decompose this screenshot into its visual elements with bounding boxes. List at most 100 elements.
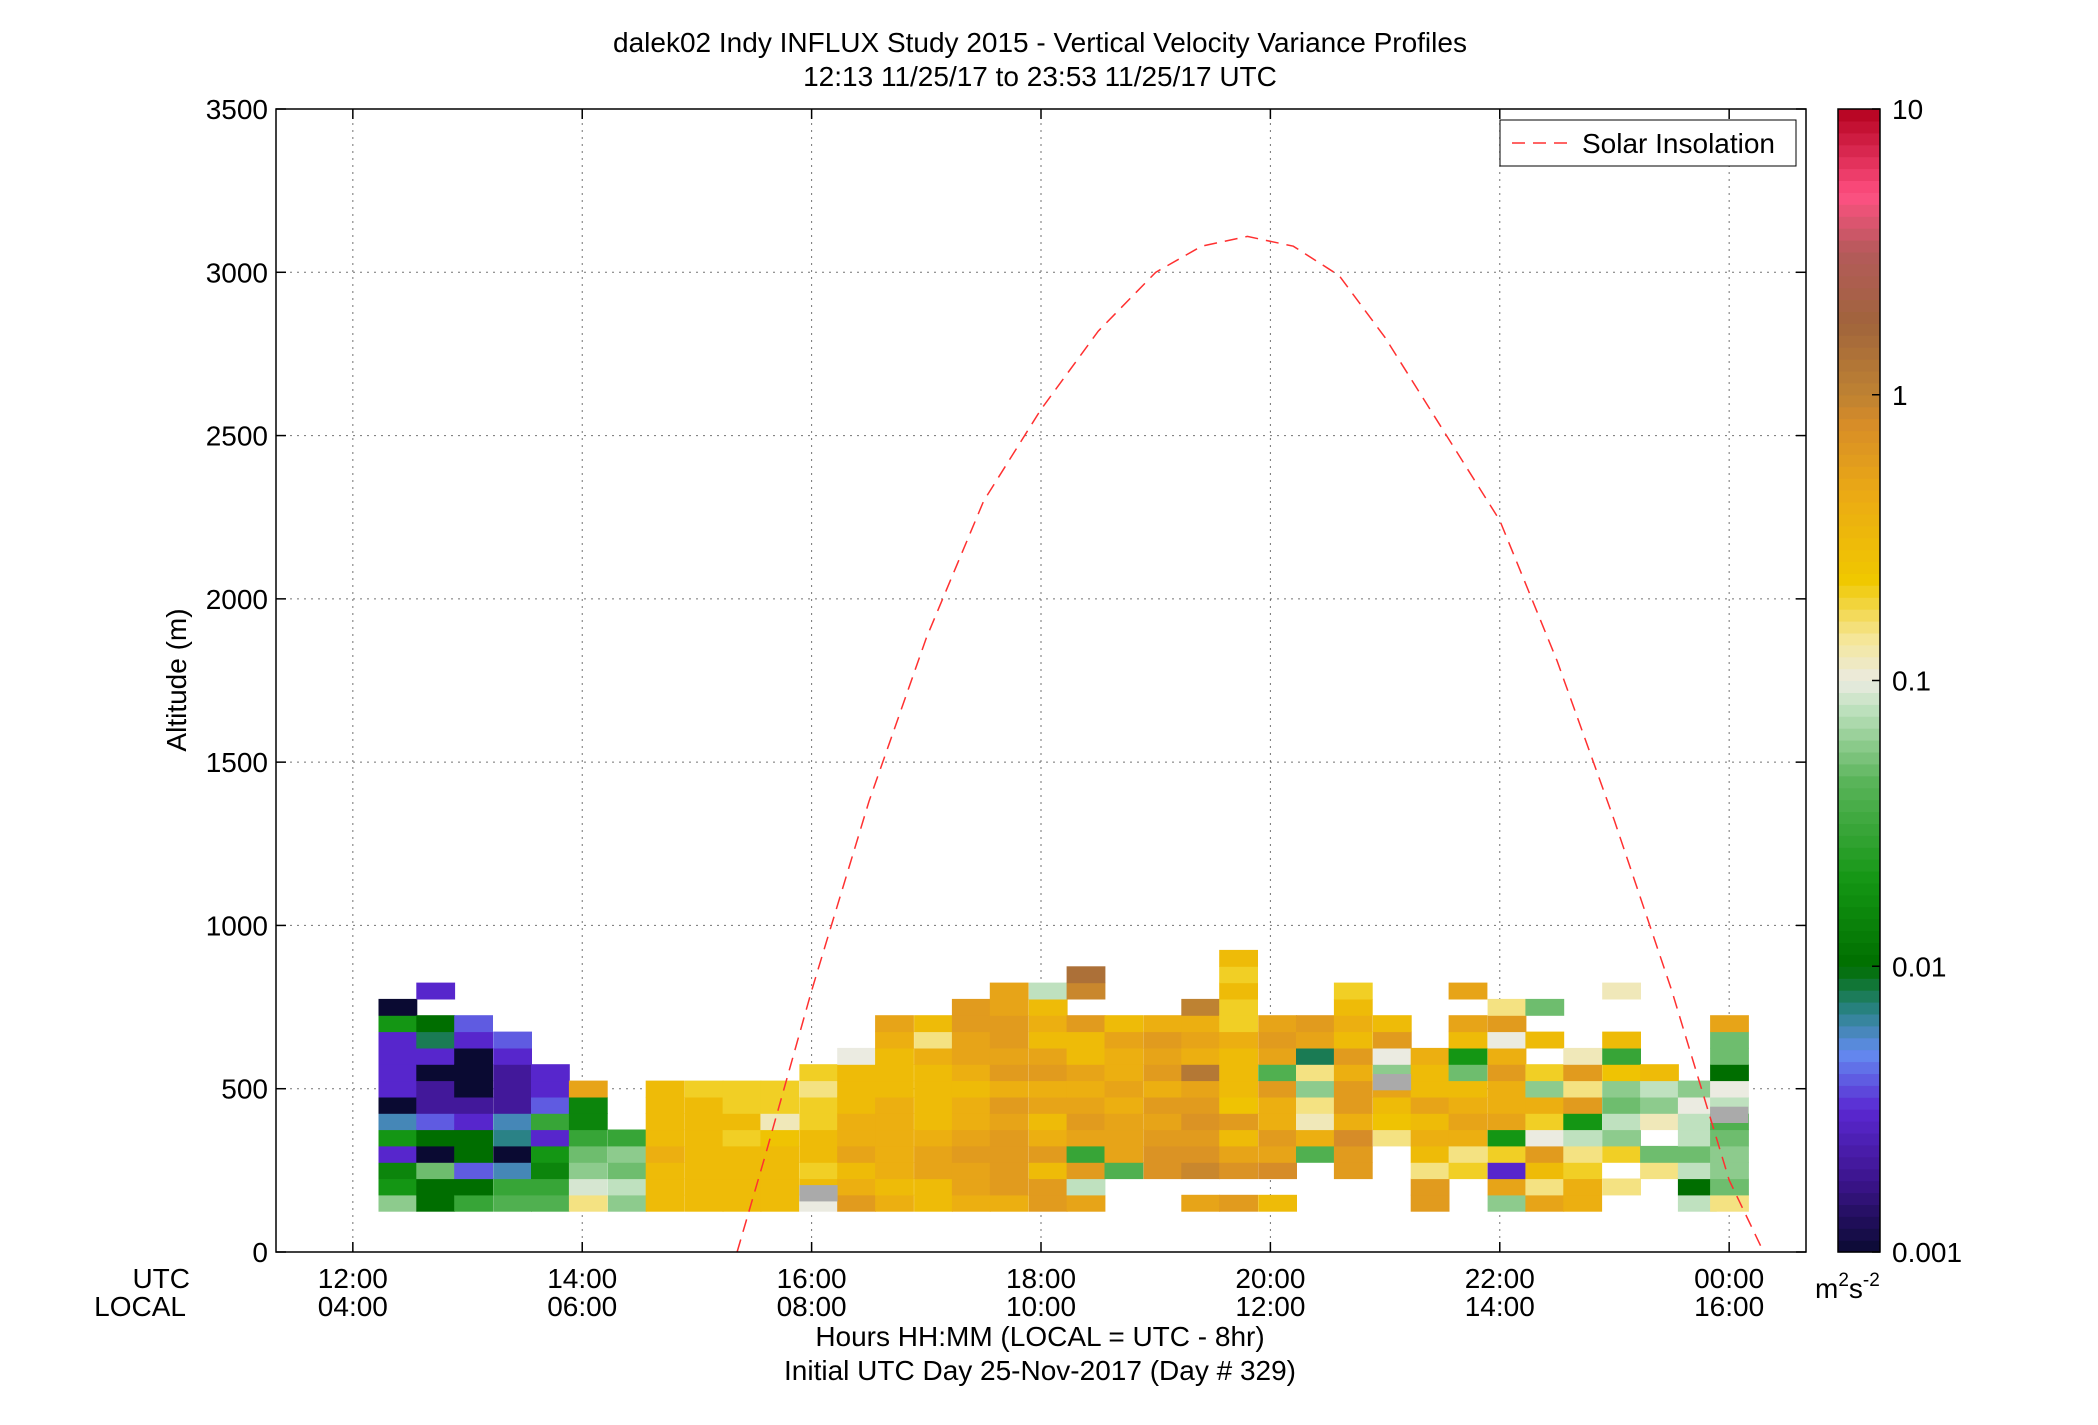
- heatmap-cell: [1066, 1113, 1106, 1131]
- x-axis-label-2: Initial UTC Day 25-Nov-2017 (Day # 329): [784, 1355, 1296, 1386]
- heatmap-cell: [531, 1162, 570, 1180]
- colorbar-segment: [1838, 1121, 1880, 1134]
- heatmap-cell: [799, 1096, 839, 1114]
- colorbar-segment: [1838, 942, 1880, 955]
- heatmap-cell: [493, 1080, 532, 1098]
- heatmap-cell: [1028, 1194, 1068, 1212]
- heatmap-cell: [989, 1113, 1029, 1131]
- heatmap-cell: [378, 1015, 418, 1033]
- heatmap-cell: [1104, 1096, 1144, 1114]
- colorbar-segment: [1838, 180, 1880, 193]
- heatmap-cell: [1677, 1194, 1717, 1212]
- heatmap-cell: [454, 1178, 493, 1196]
- heatmap-cell: [1640, 1162, 1679, 1180]
- heatmap-cell: [1602, 1129, 1641, 1147]
- heatmap-cell: [914, 1129, 953, 1147]
- heatmap-cell: [454, 1096, 493, 1114]
- heatmap-cell: [1448, 1145, 1488, 1163]
- x-tick-label-utc: 18:00: [1006, 1263, 1076, 1294]
- heatmap-cell: [837, 1194, 876, 1212]
- heatmap-cell: [1104, 1015, 1144, 1033]
- heatmap-cell: [531, 1096, 570, 1114]
- colorbar-segment: [1838, 1192, 1880, 1205]
- colorbar-segment: [1838, 692, 1880, 705]
- heatmap-cell: [1104, 1031, 1144, 1049]
- colorbar-segment: [1838, 359, 1880, 372]
- colorbar-segment: [1838, 775, 1880, 789]
- colorbar-segment: [1838, 799, 1880, 813]
- colorbar-segment: [1838, 490, 1880, 503]
- heatmap-cell: [1333, 1162, 1373, 1180]
- heatmap-cell: [1258, 1194, 1297, 1212]
- heatmap-cell: [1710, 1145, 1749, 1163]
- colorbar-segment: [1838, 1073, 1880, 1086]
- colorbar-segment: [1838, 1061, 1880, 1074]
- heatmap-cell: [1525, 1064, 1565, 1082]
- heatmap-cell: [1410, 1096, 1450, 1114]
- heatmap-cell: [722, 1145, 762, 1163]
- heatmap-cell: [1563, 1096, 1603, 1114]
- heatmap-cell: [1219, 982, 1258, 1000]
- heatmap-cell: [1066, 1178, 1106, 1196]
- heatmap-cell: [1143, 1113, 1183, 1131]
- x-tick-label-local: 08:00: [777, 1291, 847, 1322]
- heatmap-cell: [875, 1096, 914, 1114]
- colorbar-segment: [1838, 835, 1880, 848]
- colorbar-segment: [1838, 930, 1880, 943]
- heatmap-cell: [875, 1113, 914, 1131]
- heatmap-cell: [1710, 1080, 1749, 1098]
- heatmap-cell: [1219, 1145, 1258, 1163]
- heatmap-cell: [989, 1031, 1029, 1049]
- heatmap-cell: [1219, 1096, 1258, 1114]
- heatmap-cell: [378, 1096, 418, 1114]
- heatmap-cell: [722, 1194, 762, 1212]
- heatmap-cell: [1143, 1080, 1183, 1098]
- x-tick-label-local: 10:00: [1006, 1291, 1076, 1322]
- colorbar-segment: [1838, 823, 1880, 836]
- colorbar-segment: [1838, 168, 1880, 181]
- colorbar-segment: [1838, 882, 1880, 896]
- heatmap-cell: [1563, 1194, 1603, 1212]
- heatmap-cell: [1258, 1015, 1297, 1033]
- heatmap-cell: [1143, 1015, 1183, 1033]
- heatmap-cell: [914, 1047, 953, 1065]
- heatmap-cell: [1219, 1047, 1258, 1065]
- heatmap-cell-missing: [799, 1185, 838, 1202]
- heatmap-cell-missing: [1710, 1106, 1749, 1123]
- colorbar-segment: [1838, 740, 1880, 753]
- heatmap-cell: [493, 1129, 532, 1147]
- heatmap-cell: [722, 1162, 762, 1180]
- heatmap-cell: [1563, 1080, 1603, 1098]
- heatmap-cell: [1448, 982, 1488, 1000]
- heatmap-cell: [1602, 1178, 1641, 1196]
- heatmap-cell: [378, 1113, 418, 1131]
- heatmap-cell: [1563, 1129, 1603, 1147]
- heatmap-cell: [378, 1080, 418, 1098]
- heatmap-cell: [760, 1129, 800, 1147]
- y-axis-label: Altitude (m): [161, 608, 192, 751]
- x-tick-label-utc: 22:00: [1465, 1263, 1535, 1294]
- heatmap-cell: [951, 1178, 991, 1196]
- colorbar-segment: [1838, 501, 1880, 515]
- heatmap-cell: [1487, 1145, 1527, 1163]
- heatmap-cell: [1066, 1015, 1106, 1033]
- colorbar-units: m2s-2: [1815, 1270, 1880, 1304]
- heatmap-cell: [1640, 1113, 1679, 1131]
- heatmap-cell: [875, 1064, 914, 1082]
- y-tick-label: 2000: [206, 584, 268, 615]
- y-tick-label: 3500: [206, 94, 268, 125]
- heatmap-cell: [454, 1129, 493, 1147]
- colorbar-segment: [1838, 478, 1880, 491]
- colorbar-segment: [1838, 1013, 1880, 1027]
- colorbar-segment: [1838, 906, 1880, 920]
- heatmap-cell: [378, 1031, 418, 1049]
- colorbar-segment: [1838, 704, 1880, 717]
- heatmap-cell: [416, 1064, 456, 1082]
- heatmap-cell: [951, 1162, 991, 1180]
- heatmap-cell: [1602, 1047, 1641, 1065]
- heatmap-cell: [837, 1145, 876, 1163]
- heatmap-cell: [875, 1129, 914, 1147]
- heatmap-cell: [1219, 1064, 1258, 1082]
- heatmap-cell: [1104, 1113, 1144, 1131]
- colorbar-segment: [1838, 525, 1880, 539]
